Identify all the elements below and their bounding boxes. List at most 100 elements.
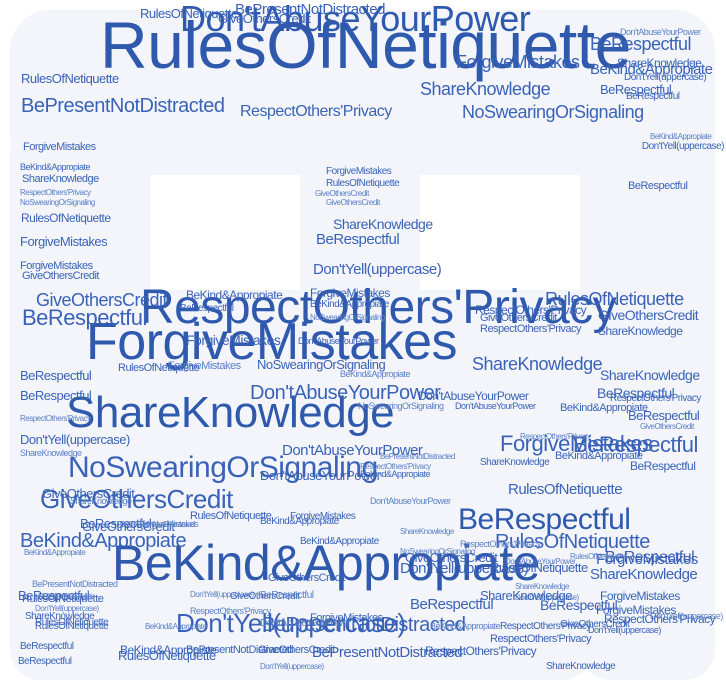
word: RulesOfNetiquette bbox=[495, 531, 650, 553]
word: ForgiveMistakes bbox=[20, 259, 93, 272]
word: ShareKnowledge bbox=[598, 323, 683, 338]
word: BeRespectful bbox=[20, 640, 74, 652]
word: BePresentNotDistracted bbox=[312, 644, 462, 662]
word: BeRespectful bbox=[630, 458, 696, 473]
word: RulesOfNetiquette bbox=[118, 361, 200, 374]
word: Don'tYell(uppercase) bbox=[260, 662, 324, 672]
word: BeRespectful bbox=[626, 90, 680, 102]
silhouette-shape bbox=[300, 160, 420, 320]
word: BeKind&Appropiate bbox=[20, 530, 187, 552]
word: ShareKnowledge bbox=[515, 582, 569, 592]
word: Don'tYell(uppercase) bbox=[176, 607, 406, 638]
word: BeKind&Appropiate bbox=[20, 162, 91, 173]
word: ForgiveMistakes bbox=[140, 519, 199, 530]
word: Don'tAbuseYourPower bbox=[370, 496, 451, 507]
silhouette-shape bbox=[10, 10, 715, 175]
word: RulesOfNetiquette bbox=[326, 177, 400, 189]
word: GiveOthersCredit bbox=[315, 189, 369, 199]
word: NoSwearingOrSignaling bbox=[68, 450, 378, 484]
word: BeKind&Appropiate bbox=[112, 534, 540, 591]
word: BeRespectful bbox=[600, 81, 672, 97]
word: ForgiveMistakes bbox=[186, 332, 281, 349]
word: RulesOfNetiquette bbox=[190, 509, 272, 522]
word: ForgiveMistakes bbox=[20, 233, 108, 249]
word: BeKind&Appropiate bbox=[260, 515, 339, 527]
word: BePresentNotDistracted bbox=[380, 452, 455, 462]
word: ShareKnowledge bbox=[25, 610, 95, 622]
word: ShareKnowledge bbox=[333, 216, 433, 233]
word: BeRespectful bbox=[18, 655, 72, 667]
word: BeKind&Appropiate bbox=[590, 61, 713, 79]
word: BePresentNotDistracted bbox=[186, 643, 294, 656]
word: BeRespectful bbox=[628, 407, 700, 423]
word: GiveOthersCredit bbox=[42, 485, 135, 501]
word: ShareKnowledge bbox=[480, 587, 573, 603]
word: ShareKnowledge bbox=[546, 660, 616, 672]
word: BeRespectful bbox=[316, 231, 400, 249]
word: Don'tYell(uppercase) bbox=[400, 560, 529, 578]
word: BePresentNotDistracted bbox=[262, 614, 466, 636]
word: Don'tYell(uppercase) bbox=[624, 71, 707, 83]
word: ForgiveMistakes bbox=[326, 165, 392, 177]
word: ForgiveMistakes bbox=[310, 285, 390, 300]
word: RulesOfNetiquette bbox=[508, 481, 623, 499]
word: GiveOthersCredit bbox=[480, 311, 557, 324]
word: BeKind&Appropiate bbox=[186, 287, 283, 302]
word: BeRespectful bbox=[573, 432, 698, 458]
word: Don'tAbuseYourPower bbox=[298, 336, 379, 347]
word: Don'tYell(uppercase) bbox=[515, 593, 579, 603]
word: Don'tYell(uppercase) bbox=[588, 625, 661, 636]
word: Don'tAbuseYourPower bbox=[620, 27, 701, 38]
word: Don'tYell(uppercase) bbox=[190, 590, 254, 600]
word: RespectOthers'Privacy bbox=[500, 620, 591, 632]
word: GiveOthersCredit bbox=[40, 483, 233, 514]
word: BeRespectful bbox=[18, 587, 90, 603]
word: ShareKnowledge bbox=[600, 367, 700, 384]
word: ShareKnowledge bbox=[400, 527, 454, 537]
word: Don'tAbuseYourPower bbox=[282, 442, 423, 460]
word: GiveOthersCredit bbox=[22, 269, 99, 282]
word: ShareKnowledge bbox=[66, 387, 395, 437]
word: BeRespectful bbox=[20, 387, 92, 403]
word: ForgiveMistakes bbox=[500, 431, 653, 457]
word: ForgiveMistakes bbox=[86, 312, 458, 371]
word: Don'tYell(uppercase) bbox=[641, 140, 725, 152]
word: ShareKnowledge bbox=[70, 496, 132, 507]
word: Don'tAbuseYourPower bbox=[505, 557, 576, 567]
word: BeRespectful bbox=[540, 597, 618, 614]
word: BePresentNotDistracted bbox=[120, 520, 195, 530]
word: ForgiveMistakes bbox=[596, 602, 676, 617]
word: NoSwearingOrSignaling bbox=[400, 547, 475, 557]
word: RulesOfNetiquette bbox=[490, 559, 588, 575]
word: ForgiveMistakes bbox=[596, 551, 698, 569]
word: BeKind&Appropiate bbox=[340, 369, 411, 380]
word: Don'tYell(uppercase) bbox=[313, 261, 442, 279]
word: Don'tAbuseYourPower bbox=[418, 388, 529, 403]
word: ForgiveMistakes bbox=[23, 140, 96, 153]
word: BeKind&Appropiate bbox=[560, 401, 648, 414]
word: ForgiveMistakes bbox=[310, 611, 383, 624]
word: BeRespectful bbox=[605, 549, 695, 567]
word: Don'tYell(uppercase) bbox=[20, 431, 130, 447]
word: RulesOfNetiquette bbox=[21, 70, 119, 86]
word: RespectOthers'Privacy bbox=[490, 632, 592, 645]
word: BeKind&Appropiate bbox=[650, 132, 712, 142]
word: BePresentNotDistracted bbox=[32, 579, 118, 590]
word: RulesOfNetiquette bbox=[35, 616, 109, 628]
word: ShareKnowledge bbox=[20, 448, 82, 459]
word: Don'tYell(uppercase) bbox=[650, 611, 723, 622]
word: GiveOthersCredit bbox=[36, 289, 168, 310]
word: RespectOthers'Privacy bbox=[480, 322, 582, 335]
word: RespectOthers'Privacy bbox=[610, 392, 701, 404]
word: RespectOthers'Privacy bbox=[360, 462, 431, 472]
word: BeRespectful bbox=[410, 596, 494, 614]
word: ShareKnowledge bbox=[480, 456, 550, 468]
word: BeKind&Appropiate bbox=[300, 535, 379, 547]
word: RulesOfNetiquette bbox=[21, 210, 111, 225]
word: BeRespectful bbox=[22, 305, 147, 331]
word: RespectOthers'Privacy bbox=[190, 606, 271, 617]
word: BeRespectful bbox=[590, 33, 692, 54]
word: BeKind&Appropiate bbox=[145, 622, 207, 632]
